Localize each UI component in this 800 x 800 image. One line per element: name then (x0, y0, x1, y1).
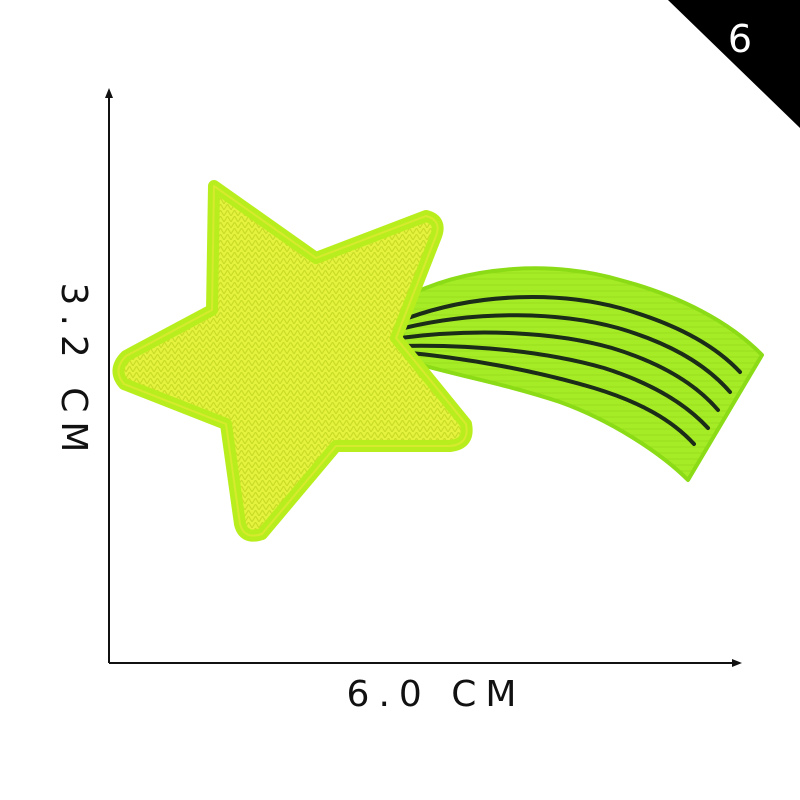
shooting-star-patch (112, 180, 764, 542)
dimension-axes (105, 88, 742, 667)
star-tail (398, 266, 764, 482)
height-label: 3.2 CM (53, 283, 94, 462)
corner-badge-number: 6 (728, 17, 752, 61)
corner-badge (668, 0, 800, 128)
horizontal-arrowhead (732, 659, 742, 667)
width-label: 6.0 CM (347, 674, 526, 715)
vertical-arrowhead (105, 88, 113, 98)
tail-stripes (396, 295, 742, 446)
star-inner-stitch (117, 185, 468, 537)
